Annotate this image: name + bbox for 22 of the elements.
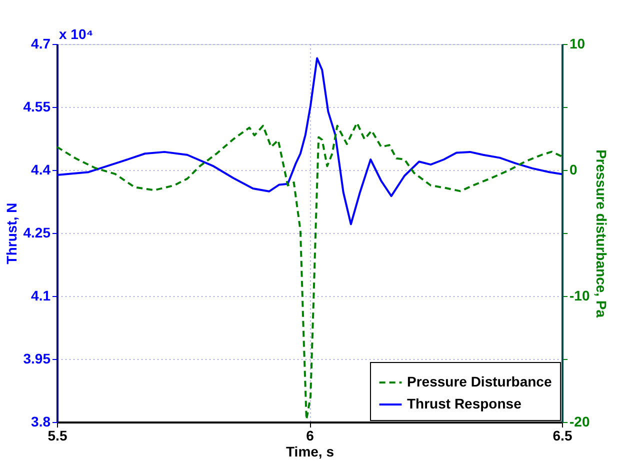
line-series <box>57 57 562 226</box>
line-series <box>57 122 562 420</box>
y2-tick-label: 10 <box>570 36 586 52</box>
y2-tick-label: 0 <box>570 162 578 178</box>
y-tick-label: 4.7 <box>31 36 51 52</box>
x-axis-title: Time, s <box>286 444 334 460</box>
y-tick-label: 4.55 <box>23 98 51 114</box>
y2-axis-title: Pressure disturbance, Pa <box>594 149 610 318</box>
y2-tick-label: -20 <box>570 414 590 430</box>
y-tick-label: 4.1 <box>31 288 51 304</box>
y2-tick-label: -10 <box>570 288 590 304</box>
y-tick-label: 4.4 <box>31 162 51 178</box>
y-axis-title: Thrust, N <box>3 202 20 264</box>
x-tick-label: 5.5 <box>48 428 68 444</box>
legend-label: Thrust Response <box>407 396 522 412</box>
y-tick-label: 4.25 <box>23 224 51 240</box>
legend-label: Pressure Disturbance <box>407 374 552 390</box>
x-tick-label: 6 <box>306 428 314 444</box>
x-tick-label: 6.5 <box>552 428 572 444</box>
y-tick-label: 3.8 <box>31 414 51 430</box>
y-tick-label: 3.95 <box>23 350 51 366</box>
text: x 10⁴ <box>59 26 94 42</box>
